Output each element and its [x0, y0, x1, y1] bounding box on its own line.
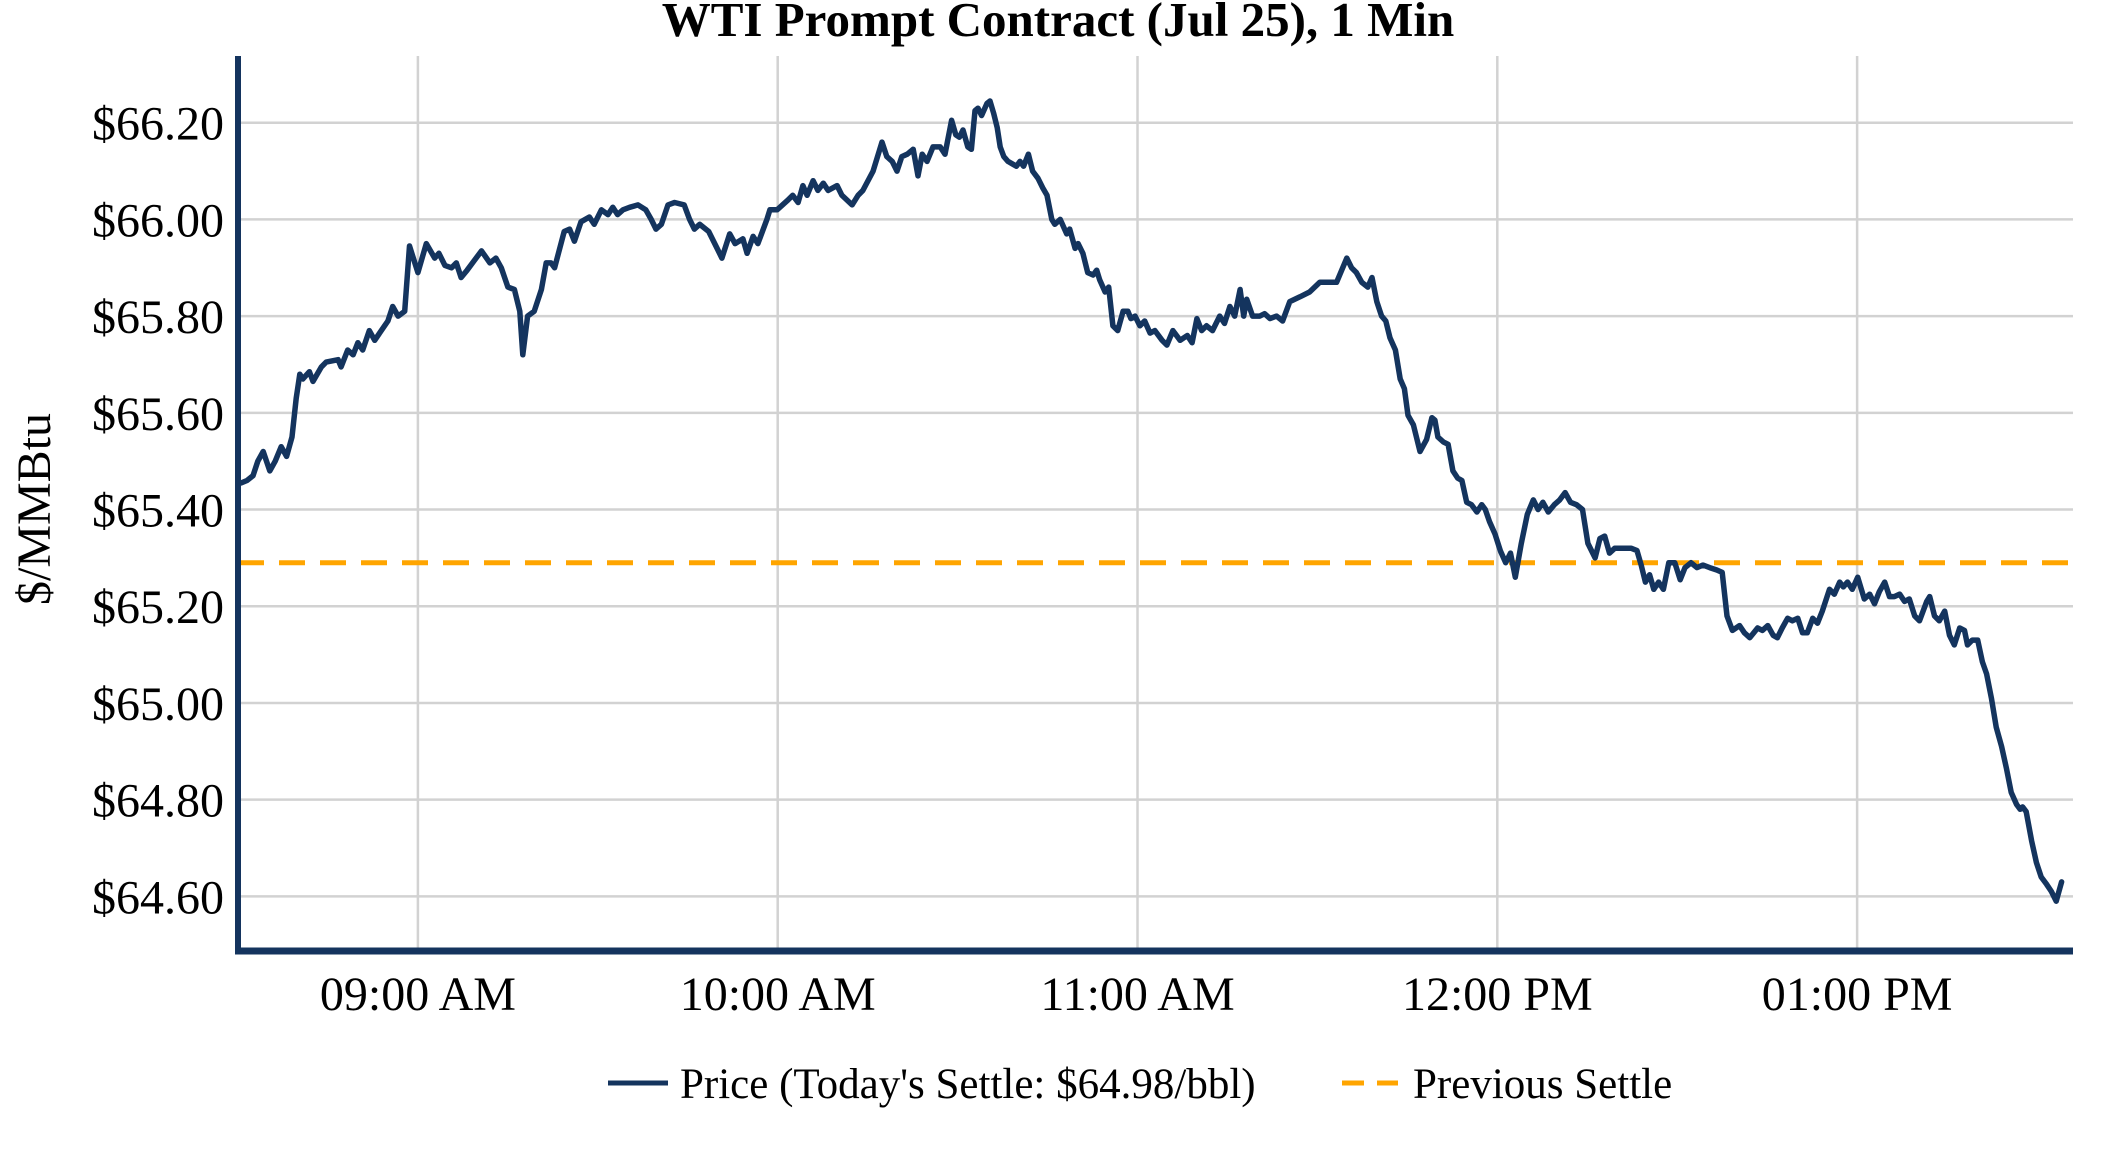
legend: Price (Today's Settle: $64.98/bbl) Previ…	[608, 1061, 1672, 1108]
y-tick-label: $65.00	[92, 678, 224, 731]
y-tick-label: $66.00	[92, 194, 224, 247]
y-tick-label: $66.20	[92, 98, 224, 151]
chart-title: WTI Prompt Contract (Jul 25), 1 Min	[662, 0, 1455, 47]
y-tick-labels: $64.60 $64.80 $65.00 $65.20 $65.40 $65.60 $65.…	[92, 98, 224, 925]
y-tick-label: $65.40	[92, 485, 224, 538]
x-tick-label: 10:00 AM	[680, 968, 876, 1021]
x-tick-labels: 09:00 AM 10:00 AM 11:00 AM 12:00 PM 01:00 PM	[320, 968, 1953, 1021]
y-tick-label: $65.80	[92, 291, 224, 344]
price-line	[238, 98, 2065, 904]
x-tick-label: 01:00 PM	[1762, 968, 1953, 1021]
legend-price-label: Price (Today's Settle: $64.98/bbl)	[680, 1061, 1256, 1108]
y-tick-label: $64.80	[92, 775, 224, 828]
y-tick-label: $65.20	[92, 581, 224, 634]
x-tick-label: 12:00 PM	[1402, 968, 1593, 1021]
gridlines	[238, 56, 2073, 951]
y-tick-label: $64.60	[92, 871, 224, 924]
legend-previous-settle-label: Previous Settle	[1413, 1061, 1672, 1108]
y-axis-label: $/MMBtu	[8, 413, 61, 605]
x-tick-label: 09:00 AM	[320, 968, 516, 1021]
y-tick-label: $65.60	[92, 388, 224, 441]
x-tick-label: 11:00 AM	[1040, 968, 1234, 1021]
